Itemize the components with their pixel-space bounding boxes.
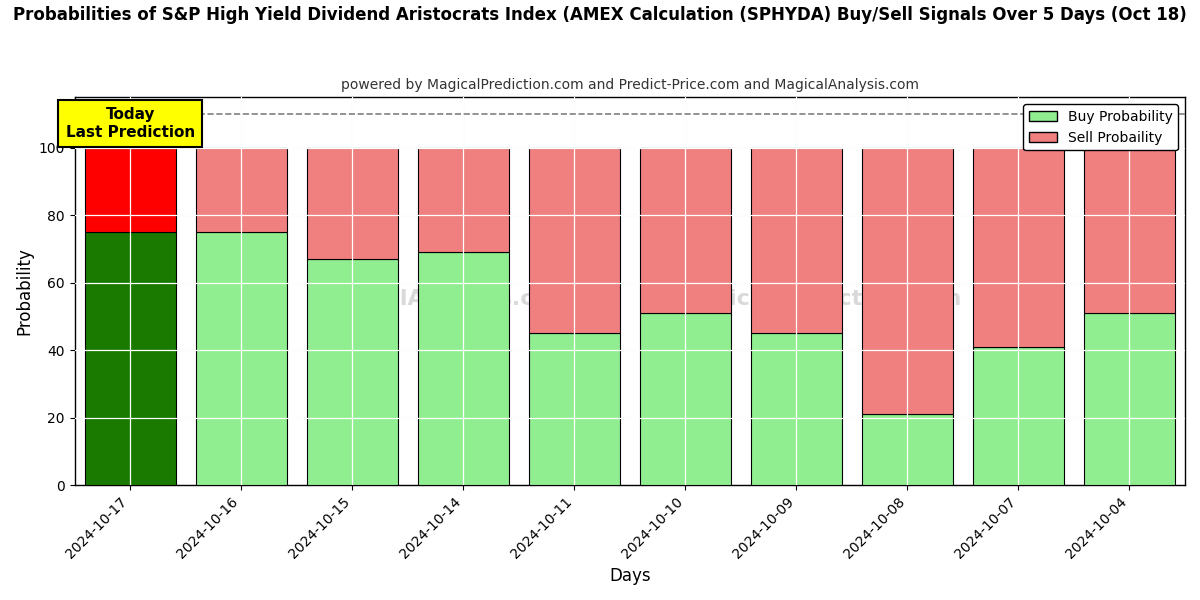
Bar — [418, 253, 509, 485]
Bar — [85, 148, 175, 232]
Bar — [751, 148, 842, 334]
Bar — [751, 334, 842, 485]
Title: powered by MagicalPrediction.com and Predict-Price.com and MagicalAnalysis.com: powered by MagicalPrediction.com and Pre… — [341, 78, 919, 92]
Bar — [1084, 148, 1175, 313]
Bar — [529, 334, 620, 485]
Text: Today
Last Prediction: Today Last Prediction — [66, 107, 194, 140]
Bar — [196, 232, 287, 485]
Bar — [640, 313, 731, 485]
Legend: Buy Probability, Sell Probaility: Buy Probability, Sell Probaility — [1024, 104, 1178, 151]
Text: Probabilities of S&P High Yield Dividend Aristocrats Index (AMEX Calculation (SP: Probabilities of S&P High Yield Dividend… — [13, 6, 1187, 24]
Bar — [307, 148, 397, 259]
Bar — [196, 148, 287, 232]
X-axis label: Days: Days — [610, 567, 650, 585]
Bar — [307, 259, 397, 485]
Bar — [85, 232, 175, 485]
Text: MagicalPrediction.com: MagicalPrediction.com — [676, 289, 961, 309]
Text: MagicalAnalysis.com: MagicalAnalysis.com — [311, 289, 571, 309]
Bar — [529, 148, 620, 334]
Bar — [1084, 313, 1175, 485]
Bar — [418, 148, 509, 253]
Bar — [640, 148, 731, 313]
Bar — [862, 415, 953, 485]
Bar — [973, 347, 1064, 485]
Bar — [973, 148, 1064, 347]
Bar — [862, 148, 953, 415]
Y-axis label: Probability: Probability — [16, 247, 34, 335]
